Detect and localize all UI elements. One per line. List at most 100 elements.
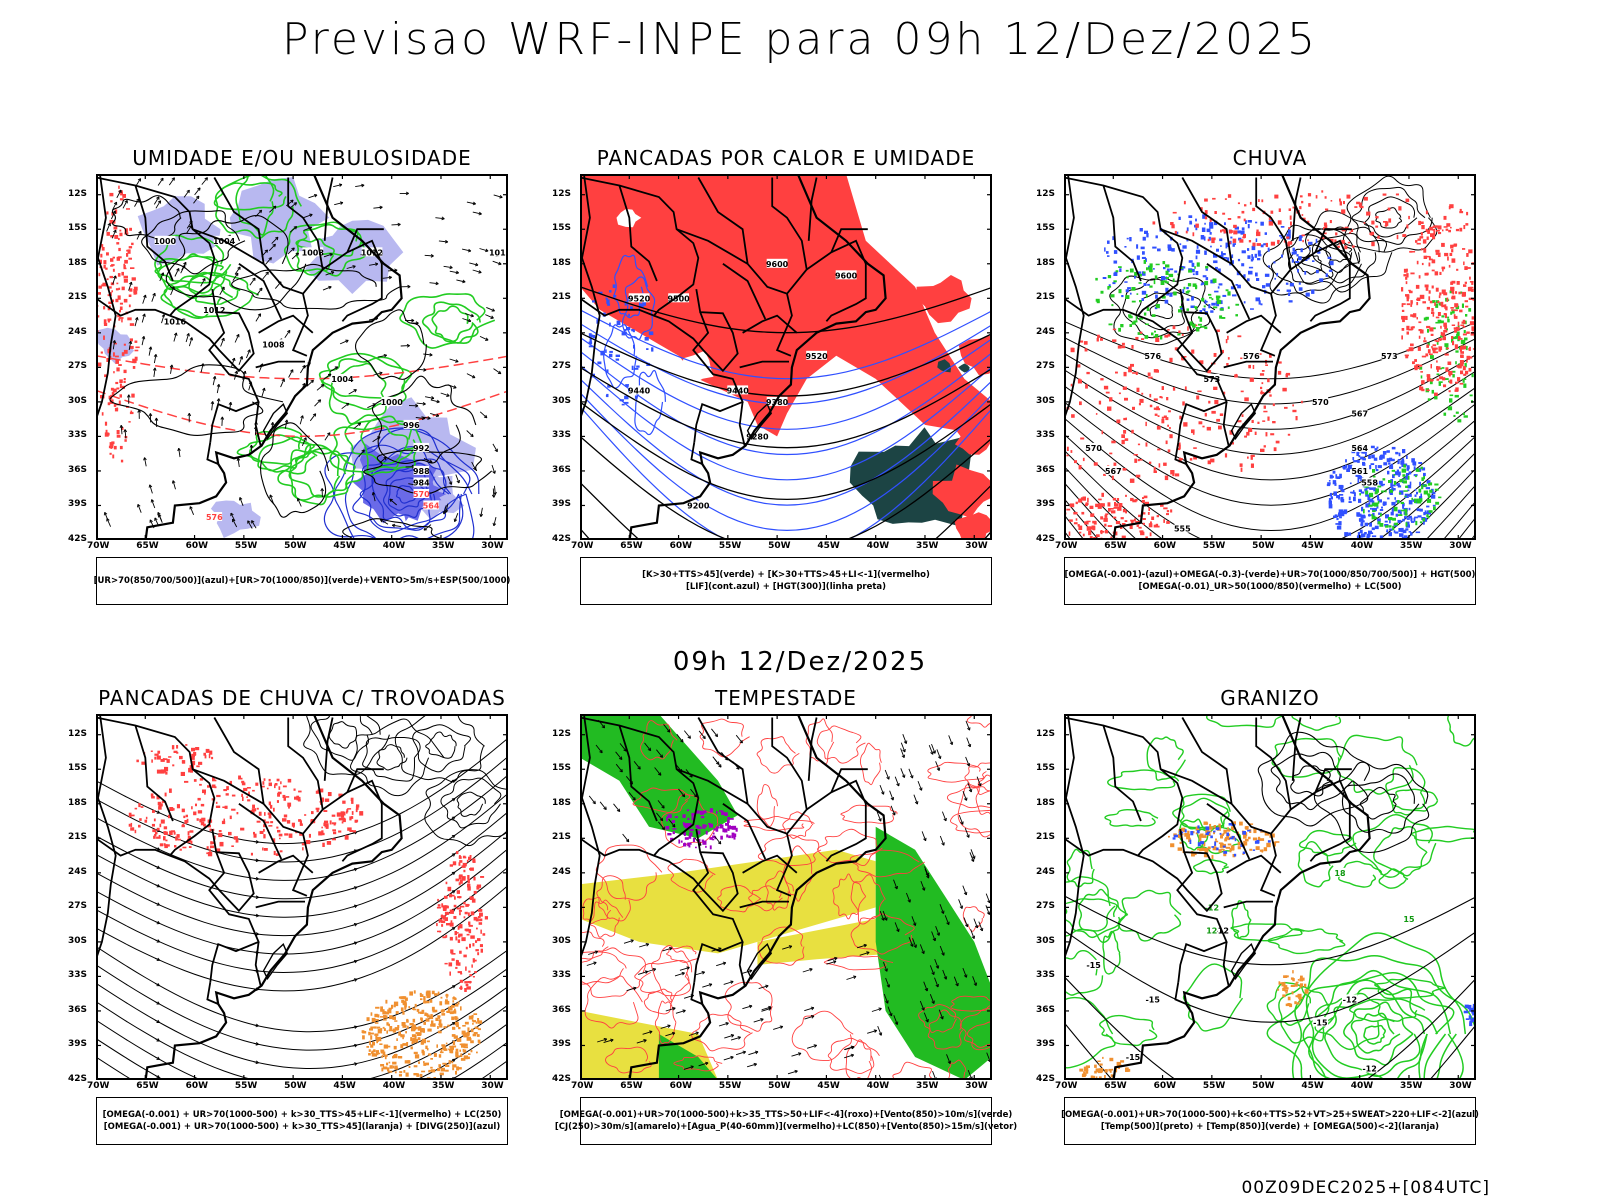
thunderstorm-red-area	[467, 981, 472, 984]
rain-red-area	[1157, 448, 1161, 451]
omega-blue-area	[1200, 235, 1205, 240]
rain-red-area	[1098, 498, 1102, 501]
rain-red-area	[1470, 332, 1475, 336]
wind-vector	[293, 226, 298, 230]
rain-red-area	[1282, 387, 1287, 392]
omega-blue-area	[1203, 236, 1206, 241]
streamline-arrow	[255, 1042, 259, 1046]
rain-red-area	[1414, 359, 1417, 362]
showers-orange-area	[455, 1070, 457, 1075]
omega-green-area	[1372, 469, 1376, 473]
wind-vector-850	[929, 994, 935, 1004]
latitude-label: 12S	[1036, 188, 1056, 199]
omega-blue-area	[1196, 245, 1199, 249]
thunderstorm-red-area	[185, 814, 188, 818]
temp-850-contour	[1102, 930, 1121, 975]
omega-blue-area	[1423, 512, 1426, 516]
omega-orange-area	[1277, 988, 1280, 991]
omega-blue-area	[1408, 515, 1412, 519]
latitude-label: 15S	[1036, 223, 1056, 234]
thunderstorm-red-area	[338, 817, 343, 821]
omega-orange-area	[1170, 843, 1175, 848]
omega-blue-area	[1327, 256, 1332, 259]
wind-vector-850	[894, 1021, 899, 1025]
rain-red-area	[1435, 316, 1440, 319]
showers-orange-area	[461, 1043, 466, 1048]
thunderstorm-red-area	[464, 981, 468, 984]
showers-orange-area	[410, 1037, 412, 1042]
omega-blue-area	[1401, 463, 1405, 467]
storm-purple-area	[716, 826, 720, 829]
thunderstorm-red-area	[329, 820, 332, 825]
thunderstorm-red-area	[263, 824, 267, 828]
showers-orange-area	[415, 1032, 419, 1034]
panel-legend: [OMEGA(-0.001) + UR>70(1000-500) + k>30_…	[96, 1097, 508, 1145]
longitude-label: 70W	[1055, 1081, 1078, 1091]
wind-vector	[265, 257, 272, 265]
contour-label-bg	[423, 500, 439, 510]
contour-label: 1004	[331, 375, 354, 384]
wind-vector-850	[798, 1052, 802, 1056]
rain-red-area	[1219, 413, 1224, 416]
streamline-250	[412, 724, 471, 773]
thunderstorm-red-area	[459, 987, 463, 989]
thickness-detail	[107, 307, 110, 311]
rain-red-area	[1228, 229, 1232, 234]
rain-red-area	[1346, 194, 1351, 199]
rain-red-area	[1466, 355, 1471, 360]
latitude-label: 36S	[1036, 1004, 1056, 1015]
rain-red-area	[1260, 448, 1265, 452]
wind-vector-850	[665, 1007, 676, 1012]
rain-red-area	[1292, 206, 1296, 209]
political-border	[1102, 725, 1142, 822]
hail-blue-area	[1471, 1011, 1474, 1014]
precipitable-water-contour	[589, 899, 624, 938]
thunderstorm-red-area	[441, 903, 444, 908]
omega-blue-area	[1397, 461, 1400, 465]
rain-red-area	[1070, 347, 1074, 350]
thickness-detail	[113, 220, 116, 224]
rain-red-area	[1272, 421, 1276, 424]
streamline-250	[96, 829, 508, 937]
precipitable-water-contour	[757, 926, 805, 966]
rain-red-area	[1130, 363, 1134, 367]
thunderstorm-red-area	[225, 793, 229, 796]
longitude-label: 40W	[866, 541, 890, 551]
thickness-detail	[106, 357, 110, 362]
omega-green-area	[1461, 303, 1464, 308]
thunderstorm-red-area	[215, 801, 218, 804]
rain-red-area	[1179, 415, 1182, 420]
thunderstorm-red-area	[253, 833, 257, 838]
isobar	[109, 364, 284, 436]
rain-red-area	[1172, 211, 1177, 214]
precipitable-water-contour	[816, 725, 866, 764]
temp-850-contour	[1267, 928, 1346, 955]
political-border	[1181, 177, 1233, 264]
rain-red-area	[1077, 379, 1082, 384]
showers-orange-area	[456, 1066, 459, 1071]
omega-green-area	[1195, 285, 1198, 290]
geopotential-height-line	[580, 286, 992, 334]
showers-orange-area	[445, 1042, 448, 1045]
wind-vector	[269, 494, 273, 498]
showers-orange-area	[382, 1026, 385, 1029]
rain-red-area	[1371, 220, 1375, 225]
showers-orange-area	[439, 1072, 444, 1076]
longitude-label: 35W	[1399, 541, 1423, 551]
omega-green-area	[1426, 514, 1429, 518]
storm-purple-area	[666, 817, 668, 822]
omega-blue-area	[1166, 293, 1170, 296]
thunderstorm-red-area	[180, 771, 185, 776]
rain-red-area	[1167, 329, 1170, 331]
wind-vector	[456, 279, 466, 283]
rain-red-area	[1086, 371, 1090, 375]
thunderstorm-red-area	[154, 834, 157, 837]
rain-red-area	[1243, 233, 1246, 238]
showers-orange-area	[420, 998, 423, 1001]
thunderstorm-red-area	[459, 874, 463, 878]
thunderstorm-red-area	[477, 952, 480, 956]
wind-vector-850	[826, 960, 837, 965]
showers-orange-area	[375, 1035, 378, 1040]
rain-red-area	[1117, 498, 1120, 501]
omega-green-area	[1401, 468, 1407, 473]
